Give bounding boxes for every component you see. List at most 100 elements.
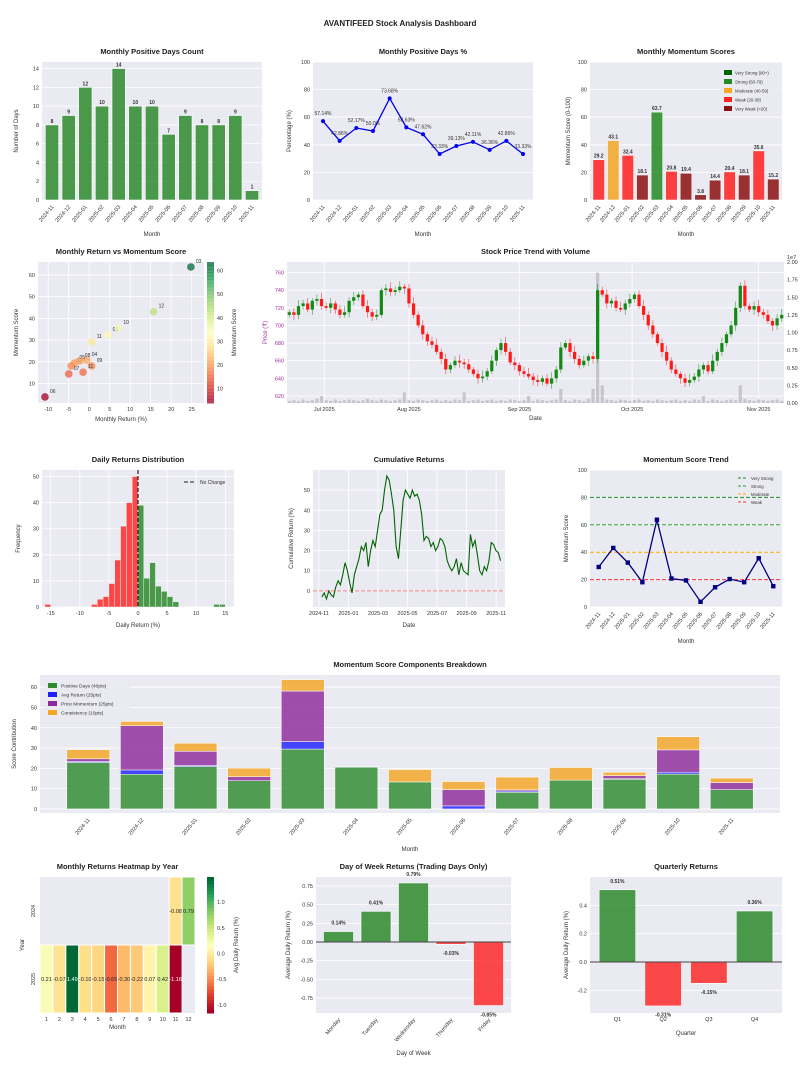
volume-bar [711,399,715,403]
volume-bar [591,388,595,403]
volume-scale-label: 1e7 [787,255,796,261]
stacked-bar-segment [66,762,110,810]
point-label: 06 [50,389,56,395]
candle-body [775,318,779,326]
volume-bar [494,400,498,403]
bar [735,910,774,963]
volume-bar [490,399,494,403]
chart-title: Monthly Returns Heatmap by Year [57,862,179,871]
candle-body [324,306,328,308]
volume-bar [563,400,568,403]
x-tick-label: 3 [71,1017,74,1023]
x-tick-label: 15 [222,611,228,617]
volume-bar [310,400,314,403]
x-tick-label: 2025-06 [426,204,444,223]
heatmap-cell-label: -0.22 [131,977,144,983]
candle-body [384,288,388,291]
candle-body [586,356,591,361]
volume-bar [508,399,512,403]
candle-body [715,351,719,361]
x-tick-label: 2025-03 [289,817,307,836]
volume-bar [669,400,673,403]
bar [95,105,109,201]
x-tick-label: Q2 [659,1017,666,1023]
scatter-point [87,362,96,370]
stacked-bar-segment [602,771,647,776]
volume-bar [503,400,508,403]
bar-value-label: -0.85% [481,1012,497,1018]
y-tick-label: 100 [578,60,587,66]
volume-bar [462,392,466,403]
y-tick-label: 8 [36,123,39,129]
colorbar-segment [207,958,214,963]
x-tick-label: 2025-06 [450,817,468,836]
x-tick-label: 5 [97,1017,100,1023]
candle-body [453,360,457,366]
colorbar-segment [207,911,214,915]
colorbar-segment [207,346,214,351]
bar-value-label: 8 [51,119,54,125]
y-tick-label: 10 [304,569,310,575]
x-axis-label: Day of Week [396,1051,431,1057]
volume-bar [356,400,360,403]
y-tick-label: 60 [304,115,310,121]
x-tick-label: 2025-11 [486,611,506,617]
colorbar-segment [207,955,214,960]
volume-tick-label: 0.00 [787,401,798,407]
candle-body [310,300,314,310]
x-tick-label: 20 [168,407,174,413]
x-axis-label: Month [109,1025,126,1031]
stacked-bar-segment [549,767,593,781]
plot-area [590,470,782,607]
data-point [654,517,660,522]
candle-body [448,365,452,370]
x-tick-label: 2024-12 [326,204,344,223]
candle-body [614,300,618,308]
bar-value-label: 1 [251,185,254,191]
x-tick-label: -10 [44,407,52,413]
volume-bar [637,399,641,403]
point-label: 50.0% [366,121,381,127]
data-point [437,152,442,157]
stacked-bar-segment [602,779,647,810]
candle-body [319,299,324,307]
legend-label: Consistency (10pts) [61,711,104,717]
legend-swatch [48,710,57,715]
legend-swatch [724,88,732,93]
x-tick-label: 2025-01 [71,204,89,223]
quarterly-returns-chart: -0.2 0.0 0.2 0.4 Q1 Q2 Q3 Q4 0.51% -0.31% -0.15% 0.… [564,862,782,1037]
candle-body [526,373,531,377]
bar-value-label: 9 [184,110,187,116]
bar [723,171,736,201]
y-tick-label: 10 [33,104,39,110]
colorbar-tick-label: 60 [217,269,223,275]
y-tick-label: 720 [275,306,284,312]
point-label: 52.63% [398,117,416,123]
day-of-week-returns-chart: -0.75 -0.50 -0.25 0.00 0.25 0.50 0.75 Monday Tue… [286,862,511,1057]
y-tick-label: 20 [31,766,37,772]
x-tick-label: 0 [136,611,139,617]
candle-body [637,294,641,307]
data-point [625,560,631,565]
volume-bar [296,400,301,403]
volume-bar [439,400,443,403]
x-tick-label: 2024-11 [309,611,329,617]
y-tick-label: 80 [581,495,587,501]
stacked-bar-segment [120,769,164,775]
dashboard-title: AVANTIFEED Stock Analysis Dashboard [324,19,477,28]
volume-bar [522,400,526,403]
stacked-bar-segment [388,781,432,810]
candle-body [485,371,489,377]
stacked-bar-segment [120,725,164,771]
x-tick-label: 10 [160,1017,166,1023]
candle-body [568,343,572,352]
volume-bar [559,388,563,403]
volume-bar [761,400,765,403]
candle-body [439,351,443,359]
colorbar-segment [207,314,214,319]
bar [398,882,429,943]
point-label: 10 [123,320,129,326]
candle-body [393,290,397,292]
x-tick-label: Friday [478,1017,493,1033]
bar [752,150,765,201]
